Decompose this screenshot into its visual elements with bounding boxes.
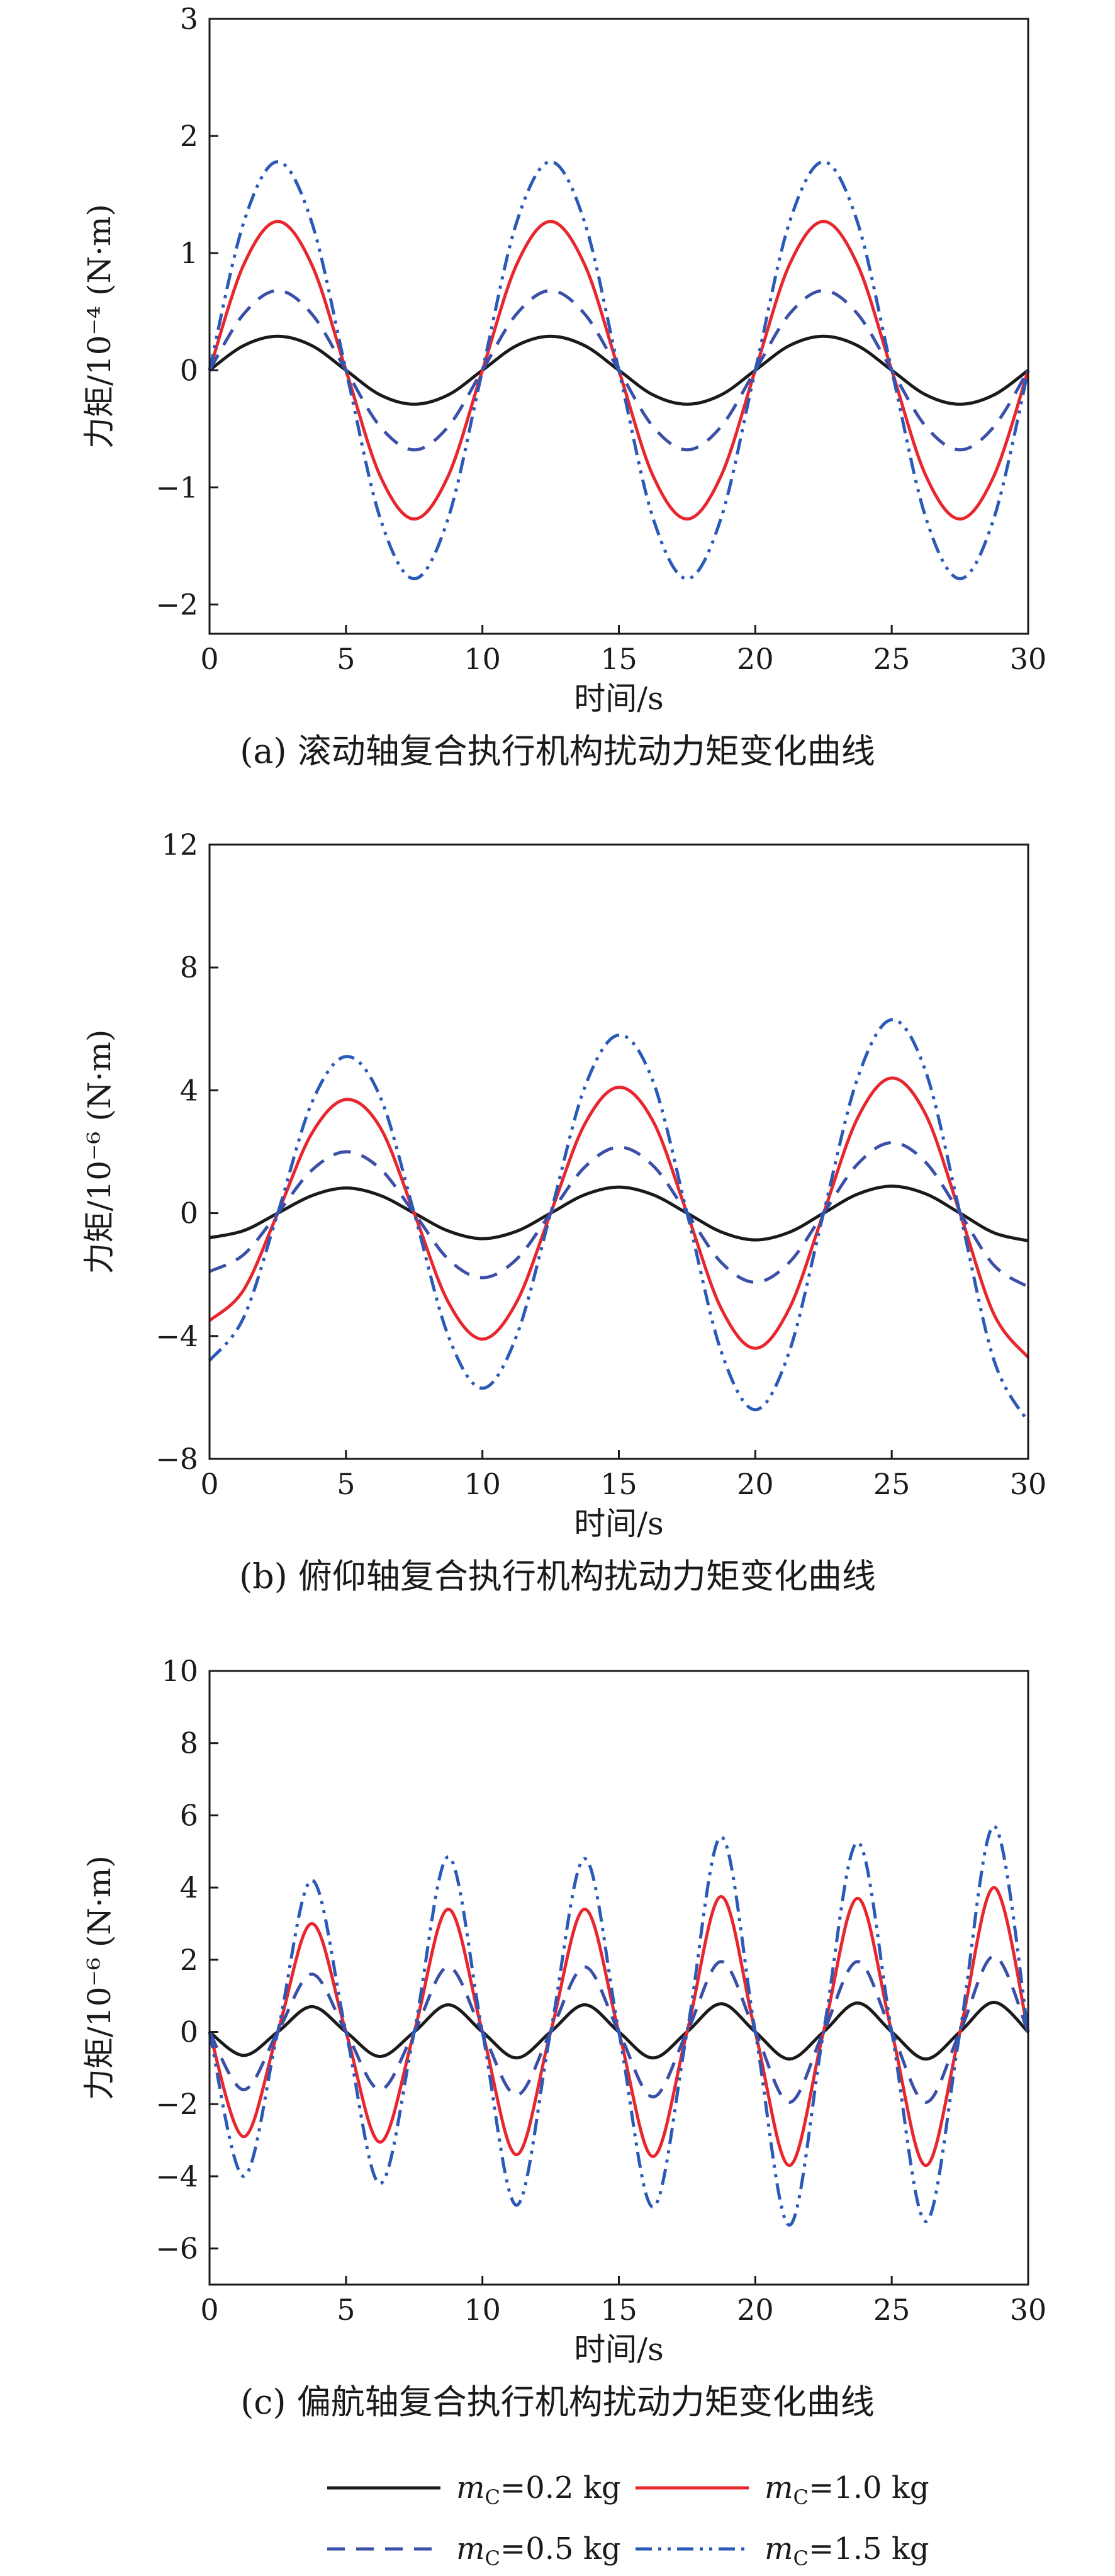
series-line-m15 [208,1018,1030,1423]
y-tick-label: 2 [180,1943,198,1977]
y-tick-label: 4 [180,1870,198,1904]
x-tick-label: 25 [873,642,910,676]
legend-label: mC=0.2 kg [456,2470,621,2509]
x-tick-label: 10 [464,2293,501,2327]
legend-label: mC=0.5 kg [456,2531,621,2570]
x-tick-label: 10 [464,1467,501,1501]
legend-symbol: m [456,2531,485,2567]
y-axis-label: 力矩/10⁻⁴ (N·m) [81,204,118,449]
legend-value: =1.0 kg [809,2470,929,2506]
y-tick-label: −8 [155,1442,198,1476]
y-axis-label: 力矩/10⁻⁶ (N·m) [81,1855,118,2100]
series-line-m15 [208,160,1030,581]
legend-subscript: C [793,2485,809,2509]
y-tick-label: 4 [180,1073,198,1107]
chart-panel-1: 0 5 10 15 20 25 30 −2 −1 0 1 2 3 时间/s 力矩/10⁻⁴ (N·m) (a)… [81,2,1046,771]
x-tick-label: 25 [873,2293,910,2327]
y-tick-label: −2 [155,587,198,621]
x-tick-label: 25 [873,1467,910,1501]
x-tick-label: 20 [737,2293,774,2327]
legend-symbol: m [765,2531,793,2567]
x-tick-label: 30 [1010,1467,1047,1501]
y-tick-label: 0 [180,353,198,387]
panel-caption: (c) 偏航轴复合执行机构扰动力矩变化曲线 [240,2382,875,2422]
x-tick-label: 5 [337,2293,355,2327]
y-tick-label: 8 [180,1726,198,1760]
legend-subscript: C [485,2546,500,2570]
y-tick-label: −4 [155,2159,198,2193]
y-axis-label: 力矩/10⁻⁶ (N·m) [81,1030,118,1274]
y-tick-label: 0 [180,2015,198,2049]
legend-subscript: C [485,2485,500,2509]
x-tick-label: 20 [737,642,774,676]
y-tick-label: −1 [155,470,198,504]
series-line-m02 [209,1184,1029,1242]
y-tick-label: −6 [155,2232,198,2266]
chart-panel-3: 0 5 10 15 20 25 30 −6 −4 −2 0 2 4 6 8 10 时间/s 力矩/10⁻⁶ (N·… [81,1654,1046,2422]
legend-item-m05: mC=0.5 kg [327,2531,621,2570]
series-line-m05 [208,1954,1030,2104]
x-tick-label: 15 [600,642,637,676]
series-line-m10 [208,1076,1029,1359]
y-tick-label: 10 [161,1654,198,1688]
x-tick-label: 30 [1010,642,1047,676]
panel-caption: (b) 俯仰轴复合执行机构扰动力矩变化曲线 [239,1556,876,1596]
x-axis-label: 时间/s [574,2331,664,2368]
legend-symbol: m [456,2470,485,2506]
x-tick-label: 10 [464,642,501,676]
x-tick-label: 0 [200,642,218,676]
x-tick-label: 5 [337,1467,355,1501]
x-axis-label: 时间/s [574,680,664,717]
y-tick-label: 2 [180,119,198,153]
legend-item-m10: mC=1.0 kg [636,2470,929,2509]
series-line-m05 [208,1140,1029,1288]
y-tick-label: −4 [155,1319,198,1353]
x-tick-label: 5 [337,642,355,676]
x-tick-label: 20 [737,1467,774,1501]
legend-item-m02: mC=0.2 kg [327,2470,621,2509]
y-tick-label: 12 [161,828,198,862]
x-tick-label: 0 [200,2293,218,2327]
legend-value: =0.5 kg [500,2531,621,2567]
legend-subscript: C [793,2546,809,2570]
series-line-m15 [208,1825,1030,2227]
y-tick-label: 0 [180,1196,198,1230]
x-tick-label: 15 [600,1467,637,1501]
x-axis-label: 时间/s [574,1505,664,1542]
legend-value: =1.5 kg [809,2531,929,2567]
x-tick-label: 0 [200,1467,218,1501]
legend-symbol: m [765,2470,793,2506]
x-tick-label: 30 [1010,2293,1047,2327]
plot-frame [208,843,1029,1460]
x-tick-label: 15 [600,2293,637,2327]
y-tick-label: 3 [180,2,198,36]
legend-value: =0.2 kg [500,2470,621,2506]
y-tick-label: 6 [180,1798,198,1832]
y-tick-label: −2 [155,2087,198,2121]
legend-item-m15: mC=1.5 kg [636,2531,929,2570]
y-tick-label: 8 [180,950,198,984]
legend-label: mC=1.0 kg [765,2470,929,2509]
y-tick-label: 1 [180,236,198,270]
legend-label: mC=1.5 kg [765,2531,929,2570]
chart-panel-2: 0 5 10 15 20 25 30 −8 −4 0 4 8 12 时间/s 力矩/10⁻⁶ (N·m) (b… [81,828,1046,1596]
panel-caption: (a) 滚动轴复合执行机构扰动力矩变化曲线 [240,731,875,771]
